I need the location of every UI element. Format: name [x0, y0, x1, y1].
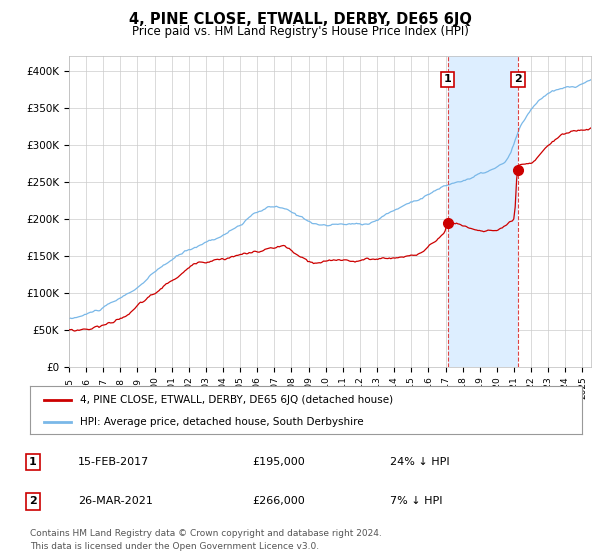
Text: 4, PINE CLOSE, ETWALL, DERBY, DE65 6JQ (detached house): 4, PINE CLOSE, ETWALL, DERBY, DE65 6JQ (…	[80, 395, 393, 405]
Text: Contains HM Land Registry data © Crown copyright and database right 2024.: Contains HM Land Registry data © Crown c…	[30, 529, 382, 538]
Text: 2: 2	[29, 496, 37, 506]
Text: HPI: Average price, detached house, South Derbyshire: HPI: Average price, detached house, Sout…	[80, 417, 364, 427]
Text: £195,000: £195,000	[252, 457, 305, 467]
Text: Price paid vs. HM Land Registry's House Price Index (HPI): Price paid vs. HM Land Registry's House …	[131, 25, 469, 38]
Bar	[448, 56, 518, 367]
Text: 26-MAR-2021: 26-MAR-2021	[78, 496, 153, 506]
Text: 24% ↓ HPI: 24% ↓ HPI	[390, 457, 449, 467]
Text: 1: 1	[444, 74, 451, 85]
Text: 15-FEB-2017: 15-FEB-2017	[78, 457, 149, 467]
Text: 4, PINE CLOSE, ETWALL, DERBY, DE65 6JQ: 4, PINE CLOSE, ETWALL, DERBY, DE65 6JQ	[128, 12, 472, 27]
Text: £266,000: £266,000	[252, 496, 305, 506]
Text: This data is licensed under the Open Government Licence v3.0.: This data is licensed under the Open Gov…	[30, 542, 319, 550]
Text: 7% ↓ HPI: 7% ↓ HPI	[390, 496, 443, 506]
Text: 2: 2	[514, 74, 522, 85]
Text: 1: 1	[29, 457, 37, 467]
